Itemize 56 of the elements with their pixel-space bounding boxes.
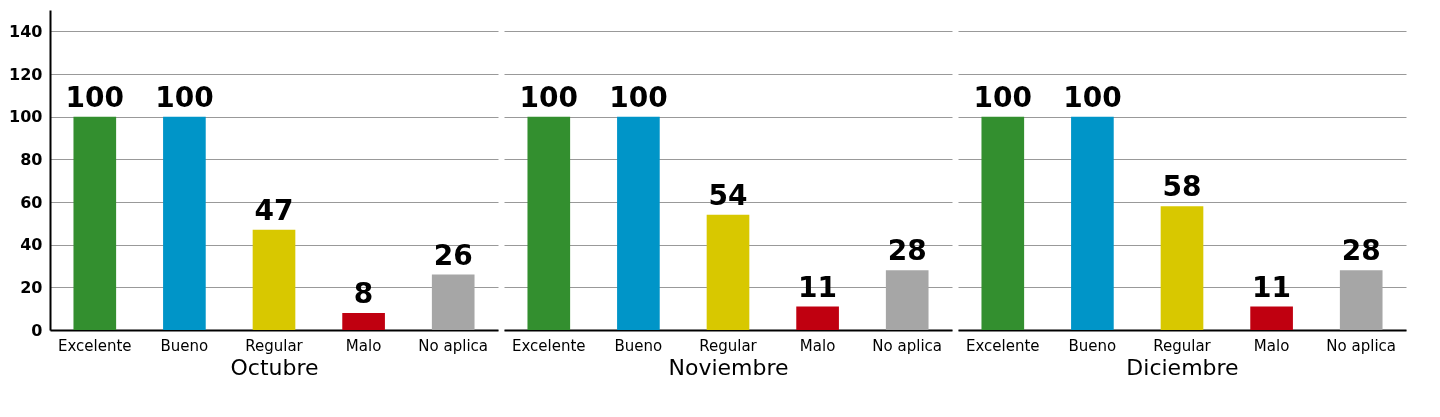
- y-tick-label: 0: [31, 320, 43, 340]
- data-label: 8: [353, 276, 374, 310]
- data-label: 11: [798, 270, 838, 304]
- data-label: 11: [1252, 270, 1292, 304]
- text: Regular: [245, 336, 303, 355]
- bar: [1250, 306, 1293, 330]
- data-label: 100: [973, 80, 1033, 114]
- data-label: 100: [155, 80, 214, 114]
- series-label: Regular: [699, 336, 758, 355]
- bar: [1160, 206, 1204, 330]
- bar: [431, 274, 475, 330]
- bar: [1071, 116, 1114, 330]
- y-tick-label: 80: [20, 149, 43, 169]
- bar: [1339, 270, 1383, 330]
- data-label: 100: [519, 80, 579, 114]
- series-label: Bueno: [614, 336, 663, 355]
- text: Excelente: [966, 336, 1040, 355]
- series-label: Excelente: [58, 336, 132, 355]
- text: Regular: [1153, 336, 1211, 355]
- y-tick-label: 140: [9, 21, 43, 41]
- text: Bueno: [160, 336, 209, 355]
- data-label: 28: [1341, 234, 1381, 268]
- text: No aplica: [1326, 336, 1397, 355]
- series-label: Malo: [345, 336, 382, 355]
- text: Excelente: [512, 336, 586, 355]
- bar: [252, 229, 296, 330]
- text: Bueno: [1068, 336, 1117, 355]
- bar: [527, 116, 571, 330]
- data-label: 100: [1063, 80, 1122, 114]
- y-tick-label: 100: [9, 107, 43, 127]
- data-label: 58: [1162, 170, 1202, 204]
- y-tick-label: 40: [20, 235, 43, 255]
- x-tick-label: Octubre: [230, 354, 319, 380]
- data-label: 100: [609, 80, 668, 114]
- bar: [706, 214, 750, 330]
- x-tick-label: Diciembre: [1126, 354, 1239, 380]
- bar: [981, 116, 1025, 330]
- bar: [73, 116, 117, 330]
- bar: [163, 116, 206, 330]
- bar: [796, 306, 839, 330]
- data-label: 100: [65, 80, 125, 114]
- data-label: 54: [708, 178, 748, 212]
- data-label: 47: [254, 193, 294, 227]
- data-label: 28: [887, 234, 927, 268]
- y-tick-label: 20: [20, 277, 43, 297]
- y-tick-label: 120: [9, 64, 43, 84]
- text: No aplica: [872, 336, 943, 355]
- bar: [885, 270, 929, 330]
- x-tick-label: Noviembre: [668, 354, 789, 380]
- series-label: No aplica: [418, 336, 489, 355]
- data-label: 26: [433, 238, 473, 272]
- bar: [342, 312, 385, 330]
- y-tick-label: 60: [20, 192, 43, 212]
- text: Malo: [799, 336, 836, 355]
- text: Malo: [1253, 336, 1290, 355]
- bar: [617, 116, 660, 330]
